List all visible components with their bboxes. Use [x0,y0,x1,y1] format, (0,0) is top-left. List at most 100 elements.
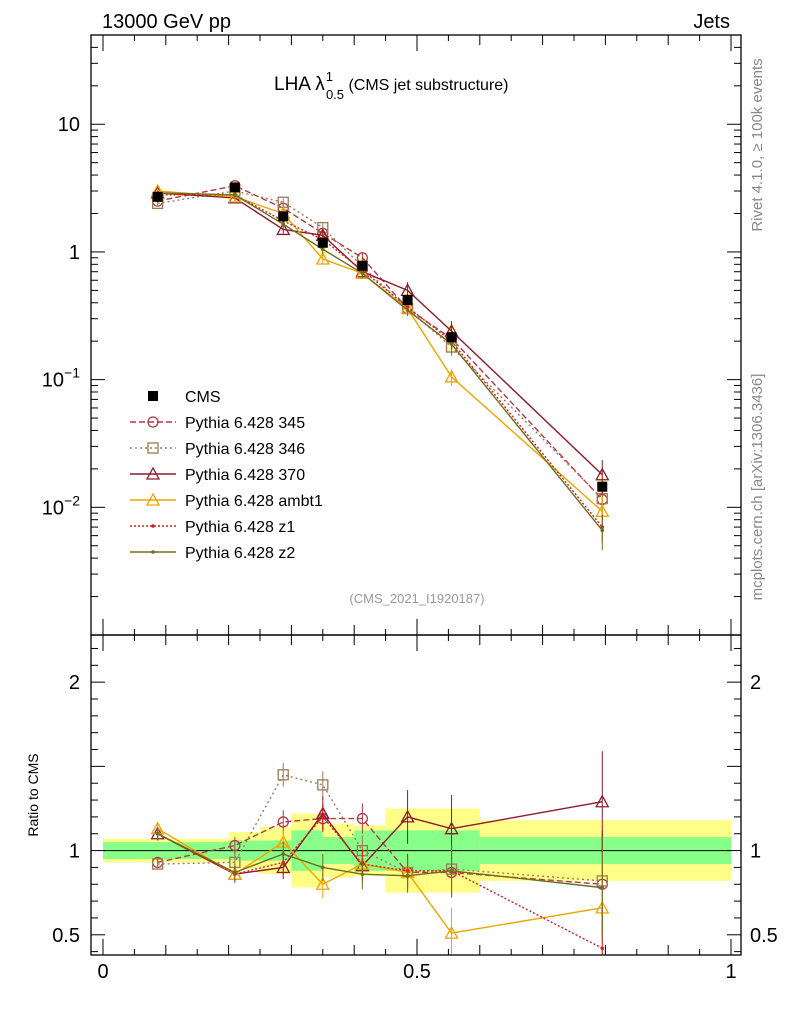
series-2-ratio-marker [317,779,329,791]
ratio-panel-frame [90,634,742,956]
x-tick-label: 1 [725,961,736,983]
series-6-ratio-marker [321,865,325,870]
main-y-tick-label-base: 10 [42,497,64,519]
main-y-tick-label: 10−2 [42,492,80,519]
series-6-main-marker [405,308,410,312]
series-4-main-line [157,190,603,512]
ratio-y-tick-label-right: 1 [750,841,761,863]
series-3-ratio-marker [444,821,459,835]
ratio-panel-series [150,751,610,955]
series-6-main-marker [360,271,365,276]
cms-data-point [357,260,368,271]
series-2-ratio-marker [151,858,164,870]
series-4-ratio-marker [315,876,330,890]
legend-series-6-marker [151,550,155,554]
ratio-y-tick-label-left: 0.5 [52,925,80,947]
plot-title-sup: 1 [326,69,333,84]
legend-series-2-label: Pythia 6.428 346 [185,441,305,458]
plot-title-suffix: (CMS jet substructure) [344,77,508,94]
series-3-main-marker [595,467,610,481]
series-5-ratio-marker [600,946,605,951]
ratio-y-tick-label-left: 2 [69,672,80,694]
rivet-version-label: Rivet 4.1.0, ≥ 100k events [749,58,766,231]
legend-series-6-label: Pythia 6.428 z2 [185,545,295,562]
series-3-ratio-marker [595,794,610,808]
legend-series-5-label: Pythia 6.428 z1 [185,519,295,536]
cms-data-point [317,237,328,248]
mcplots-label: mcplots.cern.ch [arXiv:1306.3436] [749,374,766,601]
series-1-ratio-marker [356,812,369,825]
series-4-ratio-marker [444,925,459,939]
series-6-main-marker [321,247,325,252]
series-5-main-line [157,194,603,528]
legend-series-4-label: Pythia 6.428 ambt1 [185,493,323,510]
series-2-ratio-line [157,773,603,882]
series-5-ratio-line [157,815,603,949]
series-5-ratio-marker [321,815,325,819]
series-4-main-marker [444,369,459,383]
series-3-ratio-marker [400,809,415,823]
ratio-y-axis-label: Ratio to CMS [25,753,41,836]
series-4-main-marker [315,251,330,265]
plot-title-main: LHA λ [274,74,325,95]
main-panel-series [150,180,610,551]
legend-series-1-label: Pythia 6.428 345 [185,415,305,432]
series-6-main-marker [233,193,237,197]
legend-series-1-marker [147,416,159,428]
header-left: 13000 GeV pp [102,11,231,33]
main-y-tick-label-base: 10 [58,114,80,136]
series-1-main-line [157,184,603,501]
series-6-ratio-marker [155,831,160,836]
series-6-main-line [157,192,603,531]
main-y-tick-label: 10−1 [42,365,80,392]
series-6-ratio-marker [360,872,365,876]
ratio-y-tick-label-right: 0.5 [750,925,778,947]
cms-data-point [152,191,163,202]
series-2-main-line [157,190,603,500]
series-1-ratio-marker [277,816,289,828]
legend-series-4-marker [145,492,161,506]
main-y-tick-label: 1 [69,242,80,264]
cms-data-point [402,295,413,306]
series-3-main-line [157,192,603,476]
main-y-tick-label-base: 1 [69,242,80,264]
main-y-tick-label-exp: −1 [64,365,80,381]
series-3-ratio-line [157,801,603,875]
series-2-ratio-marker [277,769,289,781]
series-6-ratio-marker [600,885,605,890]
legend-series-3-label: Pythia 6.428 370 [185,467,305,484]
x-tick-label: 0.5 [403,961,431,983]
cms-data-point [446,332,457,343]
series-6-ratio-marker [405,874,410,878]
cms-data-point [278,211,289,222]
series-1-ratio-line [157,817,603,885]
ratio-y-tick-label-right: 2 [750,672,761,694]
ratio-panel-bands [103,808,731,893]
legend-series-3-marker [145,466,161,480]
plot-title-sub: 0.5 [326,87,344,102]
series-1-ratio-marker [229,839,241,852]
header-right: Jets [693,11,730,33]
cms-data-point [229,182,240,193]
series-3-main-marker [276,222,291,236]
plot-title: LHA λ1 0.5 (CMS jet substructure) [274,69,509,102]
legend-label-cms: CMS [185,389,221,406]
analysis-id: (CMS_2021_I1920187) [349,591,484,606]
legend-marker-cms [148,391,158,401]
series-6-ratio-marker [281,852,286,856]
series-6-ratio-marker [449,868,454,873]
main-y-tick-label-base: 10 [42,370,64,392]
series-6-main-marker [449,342,454,346]
legend-series-2-marker [147,442,159,454]
main-y-tick-label: 10 [58,114,80,136]
main-y-tick-label-exp: −2 [64,492,80,508]
ratio-y-tick-label-left: 1 [69,841,80,863]
series-6-main-marker [281,222,286,226]
series-6-main-marker [600,528,605,533]
series-6-ratio-marker [233,870,237,875]
legend-series-5-marker [151,524,155,528]
series-6-ratio-line [157,833,603,889]
x-tick-label: 0 [97,961,108,983]
